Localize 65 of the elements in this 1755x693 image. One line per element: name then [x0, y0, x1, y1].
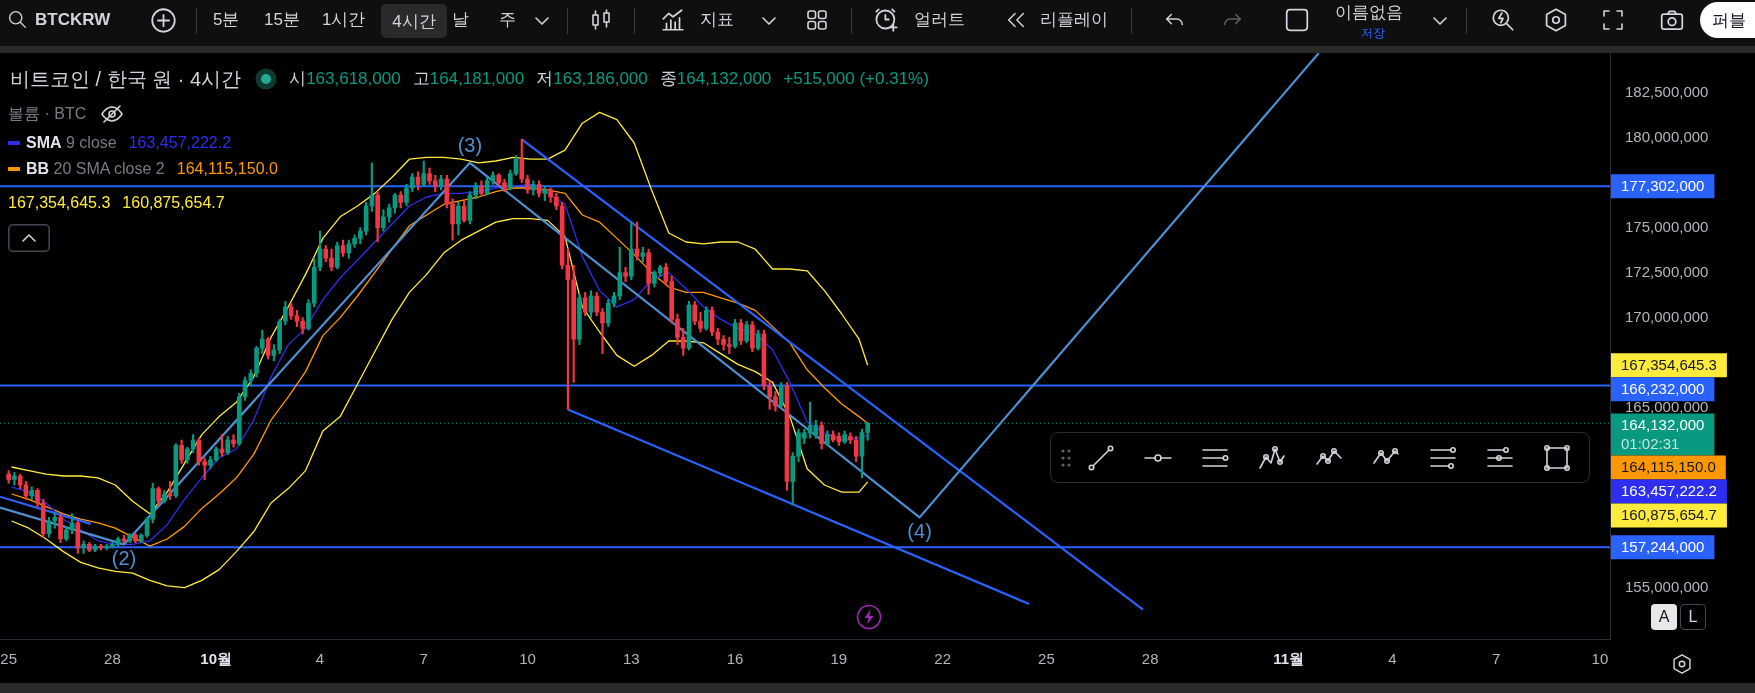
annotation: 164,115,150.0 [176, 159, 278, 179]
annotation: (3) [457, 134, 483, 157]
y-tick-label: 182,500,000 [1625, 82, 1709, 100]
x-tick-label: 16 [726, 649, 744, 667]
text: 저장 [1361, 25, 1385, 41]
annotation: 볼륨 · BTC [8, 104, 87, 124]
x-tick-label: 4 [1388, 649, 1397, 667]
text: 164,115,150.0 [1621, 458, 1716, 476]
text: 5분 [213, 9, 240, 30]
annotation: (2) [111, 546, 137, 569]
text: 01:02:31 [1621, 434, 1680, 452]
x-tick-label: 13 [622, 649, 640, 667]
x-tick-label: 4 [315, 649, 325, 667]
legend-label: BB 20 SMA close 2 [26, 159, 165, 179]
ref-line-label: 166,232,000 [1621, 379, 1705, 397]
x-tick-label: 22 [934, 649, 951, 667]
annotation: (4) [907, 519, 932, 542]
text: BTCKRW [35, 9, 111, 30]
y-tick-label: 180,000,000 [1625, 127, 1709, 145]
annotation: 종164,132,000 [659, 69, 772, 88]
button: L [1680, 604, 1706, 630]
ref-line-label: 177,302,000 [1621, 176, 1705, 194]
x-tick-label: 11월 [1273, 649, 1305, 667]
annotation: 160,875,654.7 [122, 193, 225, 213]
y-tick-label: 175,000,000 [1625, 217, 1709, 235]
legend-label: SMA 9 close [26, 133, 117, 153]
x-tick-label: 28 [104, 649, 121, 667]
text: 167,354,645.3 [1621, 355, 1717, 373]
button: 퍼블 [1700, 2, 1755, 38]
ref-line-label: 157,244,000 [1621, 537, 1705, 555]
tab: 4시간 [381, 4, 447, 38]
x-tick-label: 7 [1491, 649, 1501, 667]
annotation: 고164,181,000 [412, 69, 525, 88]
text: 주 [499, 9, 516, 30]
text: 리플레이 [1040, 9, 1108, 30]
annotation: +515,000 (+0.31%) [783, 68, 929, 90]
annotation: 167,354,645.3 [8, 193, 111, 213]
text: 이름없음 [1335, 2, 1403, 23]
text: 얼러트 [914, 9, 965, 30]
ref-line-label: 164,132,000 [1621, 416, 1705, 434]
text: 날 [452, 9, 469, 30]
x-tick-label: 10월 [200, 649, 233, 667]
x-tick-label: 25 [1038, 649, 1055, 667]
text: 163,457,222.2 [1621, 482, 1717, 500]
x-tick-label: 28 [1141, 649, 1159, 667]
x-tick-label: 10 [519, 649, 536, 667]
y-tick-label: 155,000,000 [1625, 577, 1709, 595]
candlestick [231, 434, 236, 448]
button: A [1651, 604, 1677, 630]
annotation: 시163,618,000 [289, 69, 401, 88]
x-tick-label: 25 [0, 649, 17, 667]
annotation: 163,457,222.2 [128, 133, 232, 153]
y-tick-label: 172,500,000 [1625, 262, 1709, 280]
x-tick-label: 19 [830, 649, 848, 667]
text: 160,875,654.7 [1621, 506, 1717, 524]
text: 비트코인 / 한국 원 · 4시간 [10, 67, 242, 91]
candlestick [623, 266, 628, 282]
y-tick-label: 170,000,000 [1625, 307, 1709, 325]
text: 지표 [700, 9, 734, 30]
text: 1시간 [322, 9, 366, 30]
annotation: 저163,186,000 [536, 69, 648, 88]
y-tick-label: 165,000,000 [1625, 397, 1709, 415]
text: 15분 [264, 9, 300, 30]
x-tick-label: 7 [419, 649, 428, 667]
x-tick-label: 10 [1591, 649, 1609, 667]
